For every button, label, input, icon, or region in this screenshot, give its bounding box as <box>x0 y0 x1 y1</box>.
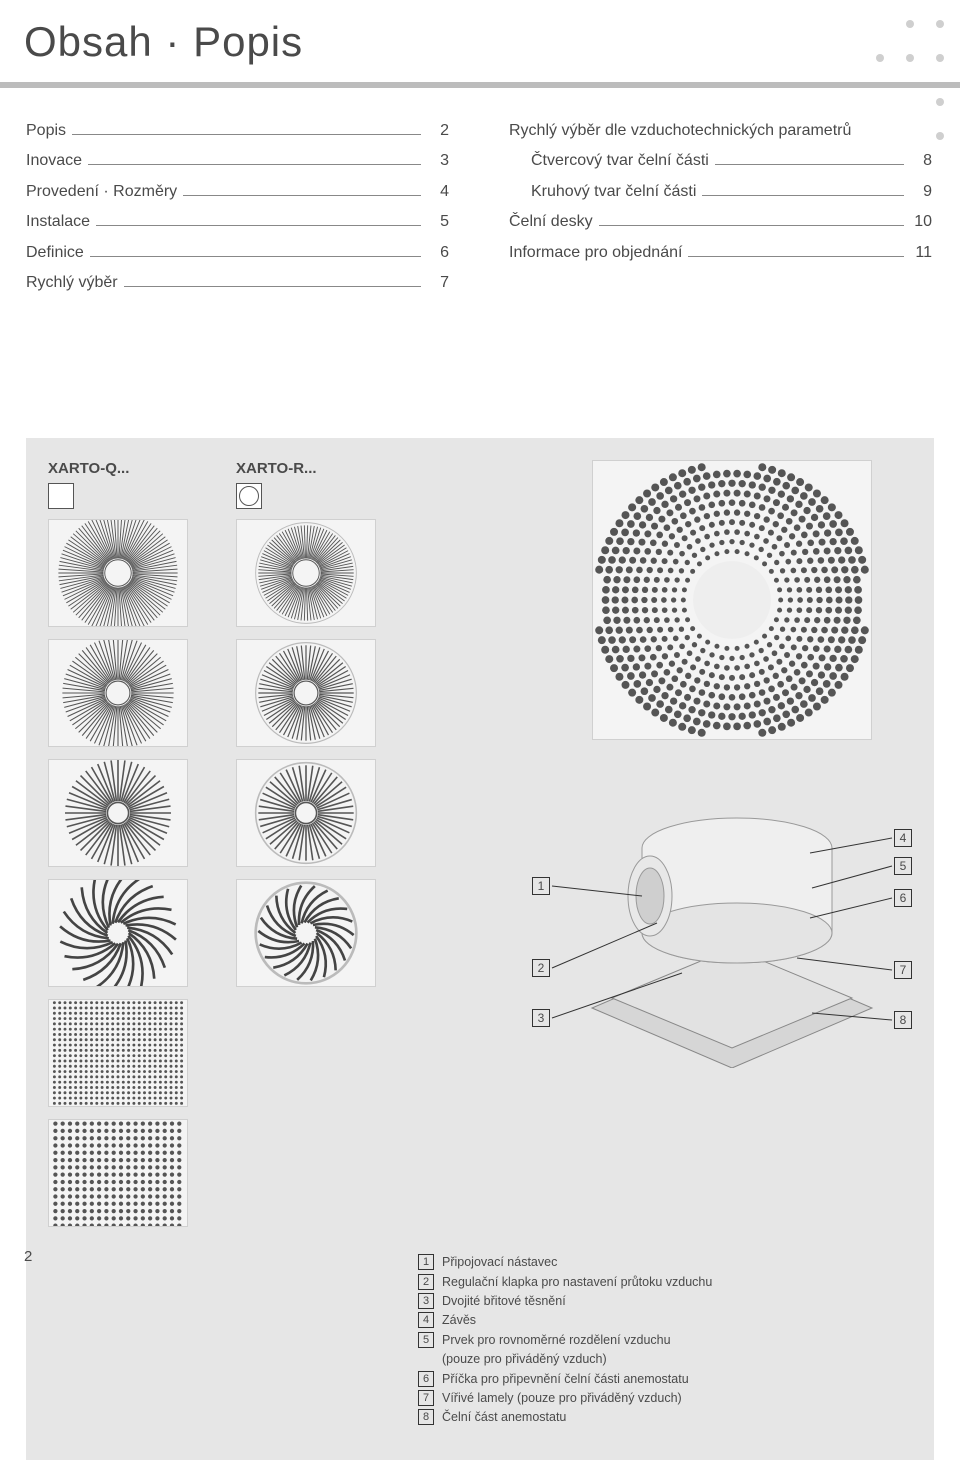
toc-row: Informace pro objednání11 <box>509 238 932 268</box>
variant-r-col: XARTO-R... <box>236 460 376 1227</box>
legend-row: 7Vířivé lamely (pouze pro přiváděný vzdu… <box>418 1389 912 1408</box>
legend-row: 6Příčka pro připevnění čelní části anemo… <box>418 1370 912 1389</box>
legend-text: Vířivé lamely (pouze pro přiváděný vzduc… <box>442 1389 682 1408</box>
diffuser-thumb <box>48 999 188 1107</box>
round-shape-icon <box>236 483 262 509</box>
diffuser-thumb <box>236 759 376 867</box>
toc-row: Definice6 <box>26 238 449 268</box>
legend-row: 8Čelní část anemostatu <box>418 1408 912 1427</box>
page-number: 2 <box>24 1248 32 1265</box>
legend-text: Regulační klapka pro nastavení průtoku v… <box>442 1273 712 1292</box>
square-shape-icon <box>48 483 74 509</box>
variant-q-col: XARTO-Q... <box>48 460 188 1227</box>
exploded-view: 1 2 3 4 5 6 7 8 <box>532 758 912 1068</box>
legend-row: 4Závěs <box>418 1311 912 1330</box>
large-diffuser-thumb <box>592 460 872 740</box>
diffuser-thumb <box>48 519 188 627</box>
diffuser-thumb <box>236 879 376 987</box>
legend-text: Dvojité břitové těsnění <box>442 1292 566 1311</box>
header-dots-icon <box>810 10 950 140</box>
diffuser-thumb <box>48 759 188 867</box>
callout-2: 2 <box>532 959 550 977</box>
toc-row: Provedení · Rozměry4 <box>26 177 449 207</box>
callout-6: 6 <box>894 889 912 907</box>
legend-text: Čelní část anemostatu <box>442 1408 566 1427</box>
toc-row: Kruhový tvar čelní části9 <box>509 177 932 207</box>
callout-4: 4 <box>894 829 912 847</box>
callout-1: 1 <box>532 877 550 895</box>
callout-8: 8 <box>894 1011 912 1029</box>
figure-panel: XARTO-Q... XARTO-R... <box>26 438 934 1459</box>
toc-row: Instalace5 <box>26 207 449 237</box>
legend-row: 5Prvek pro rovnoměrné rozdělení vzduchu … <box>418 1331 912 1370</box>
variant-q-label: XARTO-Q... <box>48 460 188 477</box>
diffuser-thumb <box>48 1119 188 1227</box>
legend: 1Připojovací nástavec 2Regulační klapka … <box>418 1253 912 1427</box>
toc-row: Inovace3 <box>26 146 449 176</box>
toc-right-col: Rychlý výběr dle vzduchotechnických para… <box>509 116 932 298</box>
callout-3: 3 <box>532 1009 550 1027</box>
callout-5: 5 <box>894 857 912 875</box>
legend-row: 3Dvojité břitové těsnění <box>418 1292 912 1311</box>
legend-text: Závěs <box>442 1311 476 1330</box>
toc-row: Čelní desky10 <box>509 207 932 237</box>
diffuser-thumb <box>48 639 188 747</box>
legend-text: Příčka pro připevnění čelní části anemos… <box>442 1370 689 1389</box>
main-figure-col: 1 2 3 4 5 6 7 8 <box>424 460 912 1227</box>
variant-r-label: XARTO-R... <box>236 460 376 477</box>
toc-left-col: Popis2 Inovace3 Provedení · Rozměry4 Ins… <box>26 116 449 298</box>
legend-row: 2Regulační klapka pro nastavení průtoku … <box>418 1273 912 1292</box>
legend-row: 1Připojovací nástavec <box>418 1253 912 1272</box>
diffuser-thumb <box>236 639 376 747</box>
toc-row: Čtvercový tvar čelní části8 <box>509 146 932 176</box>
toc-row: Popis2 <box>26 116 449 146</box>
diffuser-thumb <box>236 519 376 627</box>
legend-text: Prvek pro rovnoměrné rozdělení vzduchu (… <box>442 1331 671 1370</box>
callout-7: 7 <box>894 961 912 979</box>
toc-row: Rychlý výběr7 <box>26 268 449 298</box>
diffuser-thumb <box>48 879 188 987</box>
legend-text: Připojovací nástavec <box>442 1253 557 1272</box>
